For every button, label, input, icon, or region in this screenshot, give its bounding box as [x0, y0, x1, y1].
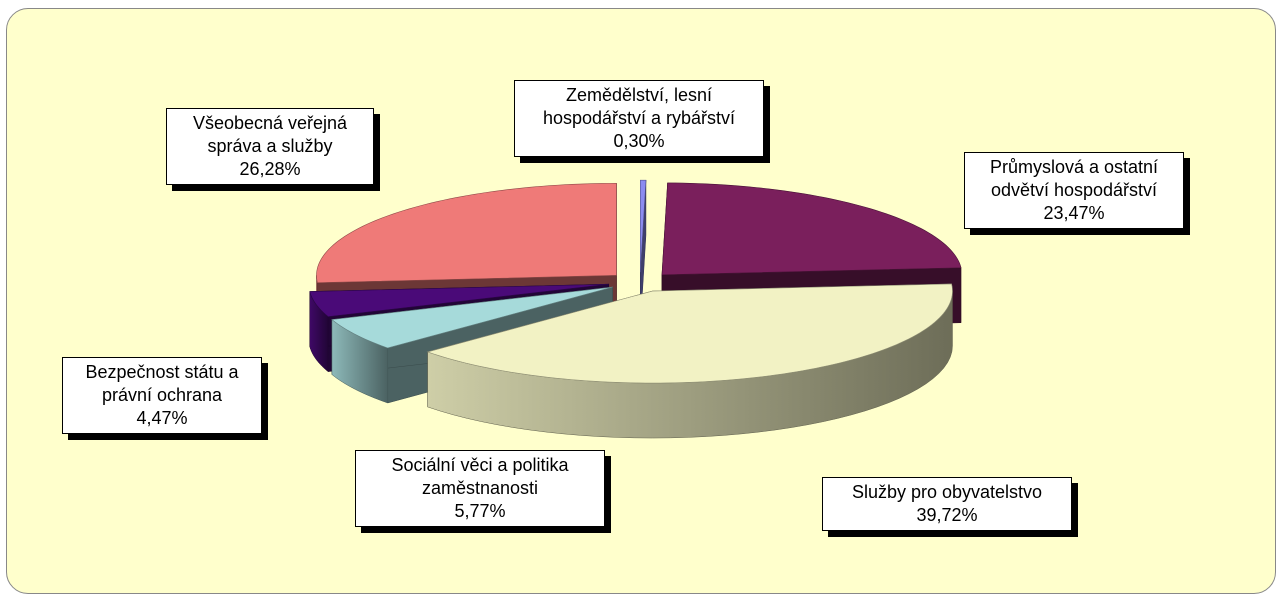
value-label: 5,77% [454, 501, 506, 521]
slice-top [309, 283, 609, 317]
slice-top [426, 283, 953, 384]
value-label: 39,72% [916, 505, 978, 525]
slice-top [331, 286, 613, 349]
category-label: Všeobecná veřejná správa a služby [192, 113, 348, 156]
slice-top [640, 179, 647, 273]
data-label: Bezpečnost státu a právní ochrana 4,47% [62, 357, 262, 434]
category-label: Bezpečnost státu a právní ochrana [85, 362, 239, 405]
data-label: Zemědělství, lesní hospodářství a rybářs… [514, 80, 764, 157]
value-label: 4,47% [136, 408, 188, 428]
data-label: Všeobecná veřejná správa a služby 26,28% [166, 108, 374, 185]
value-label: 0,30% [613, 131, 665, 151]
data-label: Průmyslová a ostatní odvětví hospodářstv… [964, 152, 1184, 229]
value-label: 26,28% [239, 159, 301, 179]
data-label: Služby pro obyvatelstvo 39,72% [822, 477, 1072, 531]
category-label: Sociální věci a politika zaměstnanosti [391, 455, 569, 498]
data-label: Sociální věci a politika zaměstnanosti 5,… [355, 450, 605, 527]
category-label: Zemědělství, lesní hospodářství a rybářs… [542, 85, 736, 128]
slice-top [316, 183, 617, 284]
slice [426, 283, 953, 439]
category-label: Průmyslová a ostatní odvětví hospodářstv… [989, 157, 1159, 200]
category-label: Služby pro obyvatelstvo [851, 482, 1043, 502]
slice-top [661, 182, 962, 276]
value-label: 23,47% [1043, 203, 1105, 223]
